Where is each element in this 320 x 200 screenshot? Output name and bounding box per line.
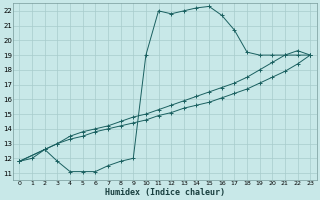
- X-axis label: Humidex (Indice chaleur): Humidex (Indice chaleur): [105, 188, 225, 197]
